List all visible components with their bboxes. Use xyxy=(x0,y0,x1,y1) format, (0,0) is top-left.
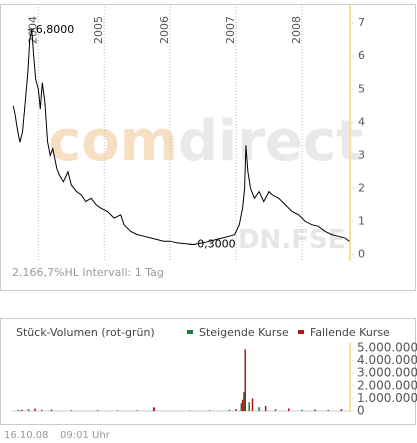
y-tick-label: 0 xyxy=(358,247,365,260)
legend-swatch xyxy=(187,330,193,334)
volume-bar xyxy=(40,409,43,411)
y-tick-label: 7 xyxy=(358,16,365,29)
x-tick-label: 2006 xyxy=(158,16,171,44)
price-panel xyxy=(0,4,416,291)
volume-bar xyxy=(235,409,237,411)
volume-bar xyxy=(189,410,191,411)
volume-bar xyxy=(241,399,244,411)
volume-bar xyxy=(301,409,303,411)
legend-swatch xyxy=(298,330,304,334)
x-tick-label: 2005 xyxy=(92,16,105,44)
footer-date: 16.10.08 xyxy=(4,430,49,441)
y-tick-label: 2.000.000 xyxy=(357,378,417,392)
y-tick-label: 5.000.000 xyxy=(357,341,417,355)
volume-bar xyxy=(287,408,290,411)
price-line xyxy=(12,29,350,246)
legend-label: Fallende Kurse xyxy=(310,326,390,339)
volume-bar xyxy=(258,407,260,411)
annotation: 6,8000 xyxy=(36,23,75,36)
y-tick-label: 5 xyxy=(358,82,365,95)
volume-bar xyxy=(153,407,156,411)
volume-title: Stück-Volumen (rot-grün) xyxy=(16,326,155,339)
volume-bar xyxy=(244,349,246,411)
volume-bar xyxy=(314,409,316,411)
volume-bar xyxy=(264,405,267,411)
volume-bar xyxy=(27,409,30,411)
y-tick-label: 0 xyxy=(357,404,365,418)
watermark-com: com xyxy=(48,109,178,174)
volume-bar xyxy=(243,392,245,411)
legend-label: Steigende Kurse xyxy=(199,326,289,339)
volume-bar xyxy=(248,402,250,411)
volume-bar xyxy=(116,410,119,411)
watermark-symbol: DN.FSE xyxy=(238,225,345,255)
chart-info: 2.166,7%HL Intervall: 1 Tag xyxy=(12,266,164,279)
y-tick-label: 1 xyxy=(358,214,365,227)
volume-bar xyxy=(70,410,73,411)
volume-bar xyxy=(34,408,36,411)
footer-time: 09:01 Uhr xyxy=(60,430,111,441)
volume-bar xyxy=(274,409,277,411)
y-tick-label: 6 xyxy=(358,49,365,62)
volume-bar xyxy=(327,409,330,411)
y-tick-label: 4 xyxy=(358,115,365,128)
x-tick-label: 2007 xyxy=(224,16,237,44)
volume-bar xyxy=(228,409,231,411)
y-tick-label: 3 xyxy=(358,148,365,161)
y-tick-label: 2 xyxy=(358,181,365,194)
annotation: 0,3000 xyxy=(197,237,236,250)
volume-bar xyxy=(21,409,23,411)
volume-bar xyxy=(251,398,254,411)
volume-bar xyxy=(240,403,243,411)
watermark-direct: direct xyxy=(178,109,363,174)
x-tick-label: 2008 xyxy=(290,16,303,44)
volume-panel xyxy=(0,318,416,425)
y-tick-label: 4.000.000 xyxy=(357,353,417,367)
volume-bar xyxy=(96,410,99,411)
y-tick-label: 1.000.000 xyxy=(357,391,417,405)
y-tick-label: 3.000.000 xyxy=(357,366,417,380)
volume-bar xyxy=(17,409,20,411)
volume-bar xyxy=(50,409,53,411)
volume-bar xyxy=(340,409,343,411)
volume-bar xyxy=(136,410,138,411)
volume-bar xyxy=(208,410,211,411)
watermark: comdirect xyxy=(48,109,363,174)
